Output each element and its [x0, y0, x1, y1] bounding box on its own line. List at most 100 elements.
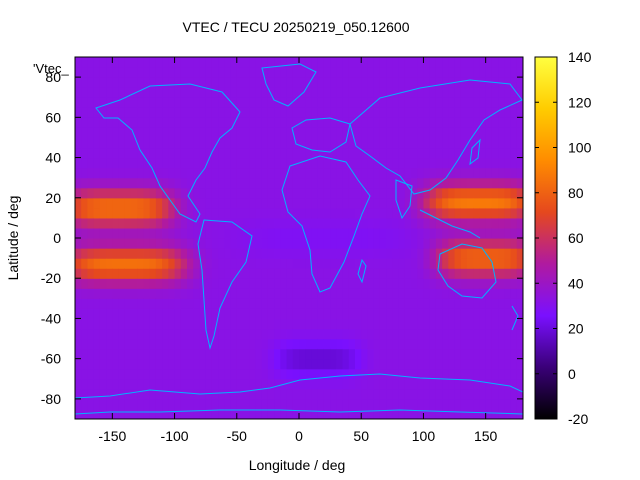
- heatmap-cell: [99, 268, 107, 279]
- heatmap-cell: [510, 258, 518, 269]
- heatmap-cell: [435, 77, 443, 88]
- heatmap-cell: [330, 117, 337, 128]
- heatmap-cell: [355, 137, 362, 149]
- heatmap-cell: [379, 258, 387, 269]
- heatmap-cell: [373, 298, 381, 309]
- heatmap-cell: [311, 268, 319, 279]
- heatmap-cell: [118, 187, 126, 199]
- heatmap-cell: [479, 258, 487, 269]
- heatmap-cell: [261, 137, 269, 149]
- heatmap-cell: [193, 57, 201, 68]
- heatmap-cell: [305, 97, 313, 108]
- heatmap-cell: [454, 268, 462, 279]
- heatmap-cell: [516, 298, 523, 309]
- heatmap-cell: [87, 207, 95, 219]
- heatmap-cell: [168, 187, 176, 199]
- heatmap-cell: [355, 408, 362, 419]
- heatmap-cell: [411, 227, 418, 239]
- heatmap-cell: [93, 288, 101, 299]
- heatmap-cell: [417, 127, 425, 139]
- heatmap-cell: [373, 217, 381, 229]
- heatmap-cell: [137, 278, 145, 289]
- heatmap-cell: [504, 338, 512, 350]
- heatmap-cell: [448, 268, 456, 279]
- heatmap-cell: [81, 157, 89, 169]
- heatmap-cell: [429, 187, 437, 199]
- heatmap-cell: [311, 227, 319, 239]
- heatmap-cell: [155, 318, 163, 330]
- heatmap-cell: [479, 238, 487, 249]
- heatmap-cell: [249, 127, 257, 139]
- heatmap-cell: [411, 358, 418, 370]
- heatmap-cell: [124, 298, 132, 309]
- heatmap-cell: [460, 187, 468, 199]
- heatmap-cell: [504, 217, 512, 229]
- heatmap-cell: [280, 97, 288, 108]
- heatmap-cell: [230, 177, 238, 189]
- heatmap-cell: [155, 378, 163, 390]
- heatmap-cell: [311, 348, 319, 360]
- heatmap-cell: [386, 197, 393, 209]
- heatmap-cell: [411, 177, 418, 189]
- heatmap-cell: [149, 107, 157, 118]
- heatmap-cell: [137, 338, 145, 350]
- heatmap-cell: [323, 278, 331, 289]
- heatmap-cell: [211, 177, 219, 189]
- heatmap-cell: [404, 227, 412, 239]
- heatmap-cell: [386, 358, 393, 370]
- heatmap-cell: [75, 217, 82, 229]
- heatmap-cell: [491, 388, 499, 400]
- heatmap-cell: [180, 358, 188, 370]
- heatmap-cell: [429, 87, 437, 98]
- heatmap-cell: [361, 177, 369, 189]
- heatmap-cell: [423, 57, 431, 68]
- heatmap-cell: [417, 197, 425, 209]
- heatmap-cell: [423, 388, 431, 400]
- heatmap-cell: [75, 358, 82, 370]
- heatmap-cell: [106, 127, 113, 139]
- heatmap-cell: [299, 398, 306, 410]
- heatmap-cell: [218, 268, 225, 279]
- heatmap-cell: [87, 87, 95, 98]
- heatmap-cell: [417, 348, 425, 360]
- heatmap-cell: [398, 308, 406, 320]
- heatmap-cell: [224, 268, 232, 279]
- heatmap-cell: [361, 378, 369, 390]
- heatmap-cell: [174, 157, 182, 169]
- heatmap-cell: [299, 57, 306, 68]
- heatmap-cell: [155, 137, 163, 149]
- heatmap-cell: [174, 248, 182, 259]
- heatmap-cell: [124, 167, 132, 179]
- heatmap-cell: [467, 197, 474, 209]
- heatmap-cell: [274, 167, 281, 179]
- heatmap-cell: [149, 338, 157, 350]
- heatmap-cell: [442, 248, 449, 259]
- heatmap-cell: [93, 157, 101, 169]
- heatmap-cell: [93, 217, 101, 229]
- heatmap-cell: [516, 117, 523, 128]
- heatmap-cell: [386, 298, 393, 309]
- heatmap-cell: [510, 268, 518, 279]
- heatmap-cell: [336, 258, 344, 269]
- heatmap-cell: [467, 288, 474, 299]
- heatmap-cell: [467, 77, 474, 88]
- heatmap-cell: [299, 268, 306, 279]
- heatmap-cell: [292, 77, 300, 88]
- heatmap-cell: [454, 378, 462, 390]
- heatmap-cell: [330, 408, 337, 419]
- heatmap-cell: [187, 147, 194, 159]
- heatmap-cell: [323, 238, 331, 249]
- heatmap-cell: [411, 57, 418, 68]
- heatmap-cell: [230, 77, 238, 88]
- heatmap-cell: [510, 238, 518, 249]
- heatmap-cell: [373, 278, 381, 289]
- heatmap-cell: [448, 177, 456, 189]
- heatmap-cell: [93, 268, 101, 279]
- heatmap-cell: [211, 167, 219, 179]
- heatmap-cell: [106, 147, 113, 159]
- heatmap-cell: [423, 227, 431, 239]
- heatmap-cell: [243, 348, 250, 360]
- heatmap-cell: [162, 298, 169, 309]
- heatmap-cell: [317, 238, 325, 249]
- heatmap-cell: [274, 348, 281, 360]
